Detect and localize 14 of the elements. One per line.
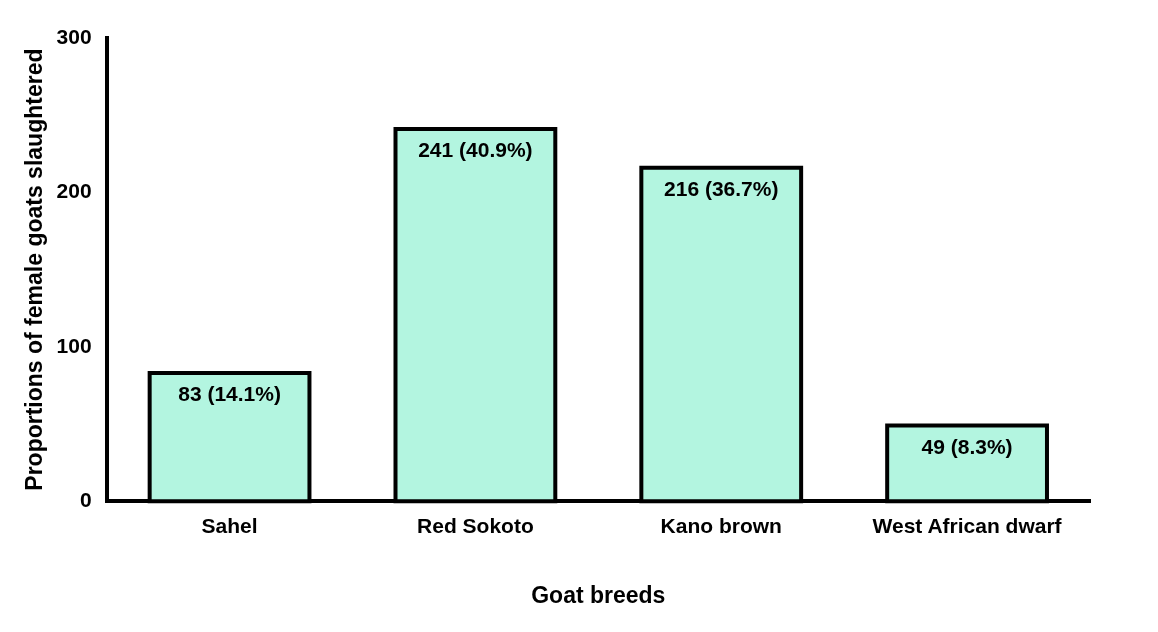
data-label: 216 (36.7%): [664, 176, 779, 200]
x-tick-label: West African dwarf: [872, 513, 1063, 537]
data-label: 83 (14.1%): [178, 382, 281, 406]
data-label: 49 (8.3%): [921, 434, 1013, 458]
y-tick-label: 300: [56, 24, 92, 48]
y-tick-label: 200: [56, 179, 92, 203]
y-axis-title: Proportions of female goats slaughtered: [21, 48, 48, 491]
y-tick-label: 0: [79, 488, 92, 511]
x-tick-label: Red Sokoto: [417, 513, 534, 537]
data-label: 241 (40.9%): [418, 138, 533, 162]
x-tick-label: Sahel: [201, 513, 258, 537]
y-tick-label: 100: [56, 333, 92, 357]
x-axis-title: Goat breeds: [531, 581, 666, 608]
x-tick-label: Kano brown: [660, 513, 782, 537]
